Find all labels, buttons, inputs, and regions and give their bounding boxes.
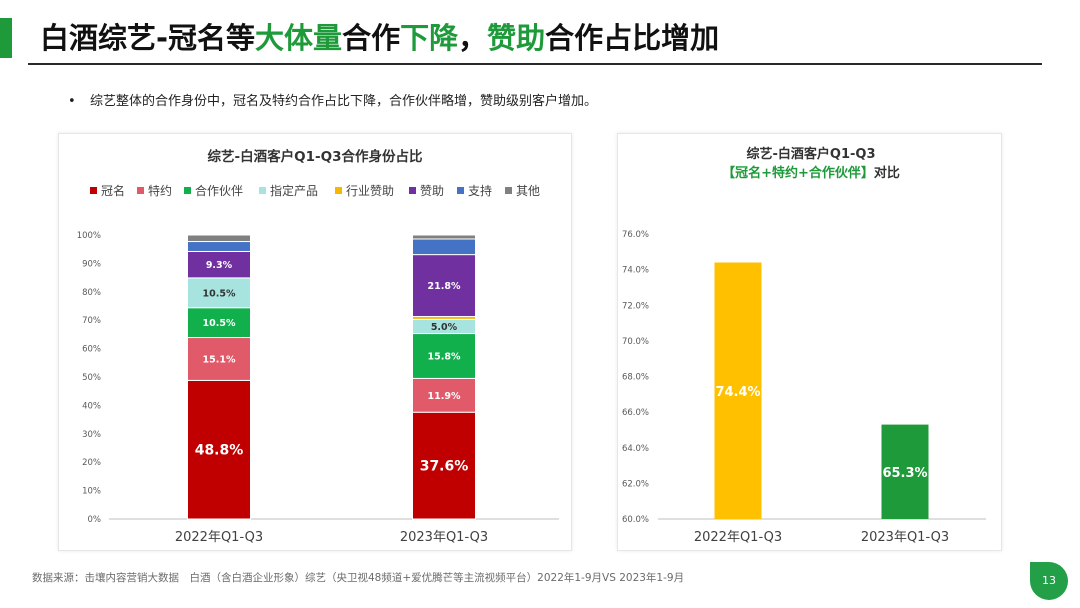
y-tick-label: 66.0%: [622, 408, 649, 418]
y-tick-label: 74.0%: [622, 266, 649, 276]
comparison-bar-chart: 综艺-白酒客户Q1-Q3 【冠名+特约+合作伙伴】对比 60.0% 62.0% 64.0…: [622, 146, 986, 545]
comparison-bar: [714, 262, 762, 519]
y-tick-label: 64.0%: [622, 444, 649, 454]
data-label: 9.3%: [206, 260, 233, 271]
legend-label: 特约: [148, 183, 172, 198]
x-tick-label: 2022年Q1-Q3: [175, 530, 263, 545]
data-label: 10.5%: [203, 288, 236, 299]
chart-subtitle-part: 对比: [874, 165, 900, 181]
data-label: 11.9%: [428, 391, 461, 402]
title-highlight: 下降: [400, 21, 459, 55]
page-number-badge: 13: [1030, 562, 1068, 600]
y-tick-label: 80%: [82, 288, 101, 298]
y-tick-label: 90%: [82, 259, 101, 269]
page-title: 白酒综艺-冠名等大体量合作下降，赞助合作占比增加: [40, 14, 719, 62]
legend-label: 行业赞助: [346, 184, 394, 198]
x-tick-label: 2023年Q1-Q3: [400, 530, 488, 545]
legend-label: 赞助: [420, 184, 444, 198]
legend-swatch: [457, 187, 464, 194]
y-tick-label: 70.0%: [622, 337, 649, 347]
data-label: 65.3%: [882, 466, 927, 481]
stacked-chart-panel: 综艺-白酒客户Q1-Q3合作身份占比冠名 特约 合作伙伴 指定产品 行业赞助 赞助 支持 其他…: [58, 133, 572, 551]
comparison-bar: [881, 424, 929, 519]
bar-segment-特约: [412, 377, 476, 413]
y-tick-label: 40%: [82, 401, 101, 411]
x-tick-label: 2023年Q1-Q3: [861, 530, 949, 545]
bar-segment-指定产品: [187, 277, 251, 309]
legend-swatch: [259, 187, 266, 194]
legend-swatch: [137, 187, 144, 194]
data-label: 5.0%: [431, 322, 458, 333]
y-tick-label: 72.0%: [622, 301, 649, 311]
chart-title: 综艺-白酒客户Q1-Q3: [747, 146, 876, 162]
summary-bullet: • 综艺整体的合作身份中，冠名及特约合作占比下降，合作伙伴略增，赞助级别客户增加。: [68, 90, 597, 109]
y-tick-label: 100%: [77, 231, 101, 241]
title-highlight: 大体量: [255, 21, 343, 55]
data-source-note: 数据来源：击壤内容营销大数据 白酒（含白酒企业形象）综艺（央卫视48频道+爱优腾…: [32, 572, 685, 584]
y-tick-label: 30%: [82, 430, 101, 440]
legend-swatch: [90, 187, 97, 194]
y-tick-label: 50%: [82, 373, 101, 383]
comparison-chart-panel: 综艺-白酒客户Q1-Q3 【冠名+特约+合作伙伴】对比 60.0% 62.0% 64.0…: [617, 133, 1002, 551]
chart-title: 综艺-白酒客户Q1-Q3合作身份占比: [208, 148, 423, 165]
chart-subtitle-part: 【冠名+特约+合作伙伴】: [722, 165, 874, 181]
title-part: 合作: [342, 21, 401, 55]
bar-segment-支持: [412, 238, 476, 256]
bar-segment-冠名: [412, 411, 476, 520]
title-part: 白酒综艺-冠名等: [40, 21, 256, 55]
y-tick-label: 68.0%: [622, 373, 649, 383]
bar-segment-其他: [412, 234, 476, 240]
y-tick-label: 76.0%: [622, 230, 649, 240]
title-highlight: 赞助: [487, 21, 546, 55]
bar-segment-合作伙伴: [412, 333, 476, 379]
legend-swatch: [505, 187, 512, 194]
data-label: 37.6%: [420, 459, 469, 475]
x-tick-label: 2022年Q1-Q3: [694, 530, 782, 545]
legend-label: 冠名: [101, 183, 125, 198]
legend-label: 合作伙伴: [195, 183, 243, 198]
title-accent-bar: [0, 18, 12, 58]
chart-subtitle: 【冠名+特约+合作伙伴】对比: [722, 165, 900, 181]
y-tick-label: 62.0%: [622, 479, 649, 489]
legend-label: 指定产品: [270, 183, 318, 198]
y-tick-label: 70%: [82, 316, 101, 326]
title-part: ，: [458, 21, 488, 55]
data-label: 10.5%: [203, 318, 236, 329]
data-label: 74.4%: [715, 385, 760, 400]
title-part: 合作占比增加: [545, 21, 720, 55]
y-tick-label: 20%: [82, 458, 101, 468]
bar-segment-支持: [187, 241, 251, 252]
data-label: 21.8%: [428, 281, 461, 292]
data-label: 15.8%: [428, 351, 461, 362]
y-tick-label: 0%: [88, 515, 102, 525]
data-label: 48.8%: [195, 443, 244, 459]
legend-swatch: [409, 187, 416, 194]
legend-swatch: [184, 187, 191, 194]
bullet-text: 综艺整体的合作身份中，冠名及特约合作占比下降，合作伙伴略增，赞助级别客户增加。: [90, 94, 598, 109]
y-tick-label: 10%: [82, 487, 101, 497]
bar-segment-冠名: [187, 379, 251, 520]
legend-label: 其他: [516, 184, 540, 198]
legend-label: 支持: [468, 183, 492, 198]
bullet-dot: •: [68, 94, 76, 109]
data-label: 15.1%: [203, 354, 236, 365]
bar-segment-赞助: [412, 254, 476, 318]
legend-swatch: [335, 187, 342, 194]
title-divider: [28, 63, 1042, 65]
bar-segment-特约: [187, 337, 251, 381]
bar-segment-其他: [187, 234, 251, 243]
bar-segment-赞助: [187, 250, 251, 279]
y-tick-label: 60%: [82, 345, 101, 355]
y-tick-label: 60.0%: [622, 515, 649, 525]
